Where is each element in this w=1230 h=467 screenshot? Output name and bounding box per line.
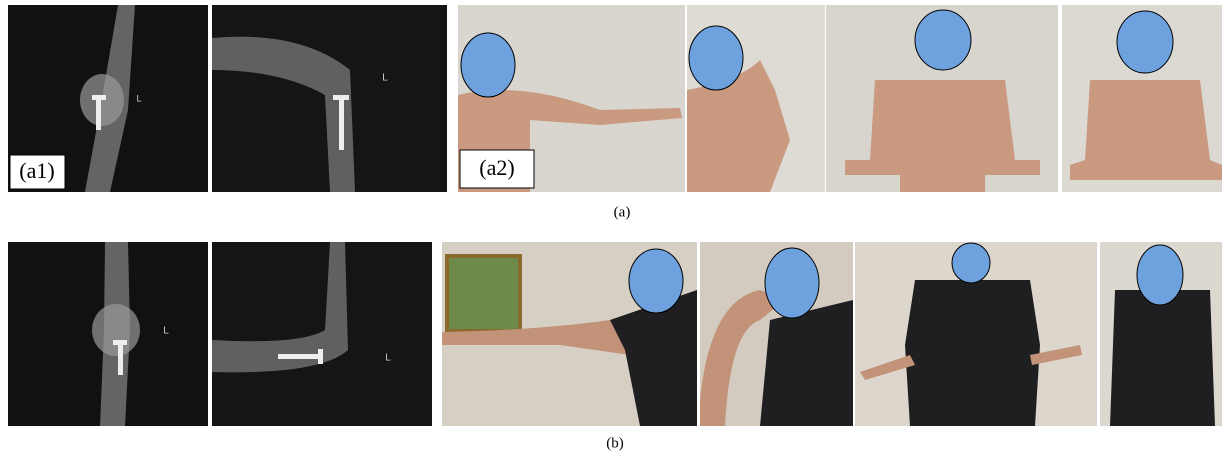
xray-marker: L — [163, 326, 169, 337]
screw — [96, 100, 101, 130]
bone — [92, 304, 140, 356]
face-mask — [915, 10, 971, 70]
xray-marker: L — [136, 93, 141, 103]
figure: (a1) L L (a2) (a) L L (b) — [0, 0, 1230, 462]
xray-marker: L — [385, 353, 391, 364]
face-mask — [1117, 11, 1173, 73]
page: (a1) L L (a2) (a) L L (b) (() => { const… — [0, 0, 1230, 467]
face-mask — [1137, 245, 1183, 305]
screw — [339, 100, 344, 150]
screw-head — [333, 95, 349, 100]
face-mask — [765, 248, 819, 318]
face-mask — [461, 33, 515, 97]
caption: (a) — [614, 204, 631, 220]
xray-marker: L — [382, 73, 388, 84]
screw-head — [113, 340, 127, 345]
screw-head — [318, 349, 323, 364]
shirt — [1110, 290, 1215, 426]
body — [1070, 80, 1222, 180]
painting — [447, 256, 520, 331]
screw-head — [92, 95, 106, 100]
screw — [278, 354, 320, 359]
panel-label: (a2) — [479, 155, 514, 180]
panel-label: (a1) — [19, 158, 54, 183]
caption: (b) — [606, 435, 624, 451]
face-mask — [689, 26, 743, 90]
shirt — [905, 280, 1040, 426]
face-mask — [952, 243, 990, 283]
face-mask — [629, 249, 683, 313]
screw — [118, 345, 123, 375]
